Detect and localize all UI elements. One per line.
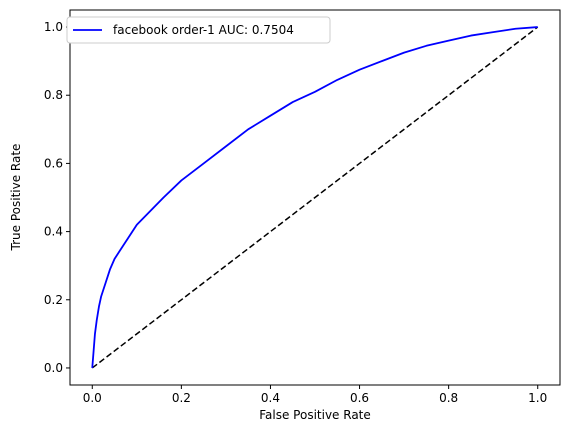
legend: facebook order-1 AUC: 0.7504	[67, 17, 330, 43]
y-tick-label: 0.6	[44, 156, 63, 170]
x-tick-label: 0.6	[350, 391, 369, 405]
x-tick-label: 0.0	[83, 391, 102, 405]
x-tick-label: 0.4	[261, 391, 280, 405]
y-tick-label: 0.0	[44, 361, 63, 375]
x-tick-label: 0.8	[439, 391, 458, 405]
y-axis: 0.0 0.2 0.4 0.6 0.8 1.0	[44, 20, 70, 375]
x-axis: 0.0 0.2 0.4 0.6 0.8 1.0	[83, 385, 548, 405]
x-tick-label: 0.2	[172, 391, 191, 405]
y-tick-label: 0.4	[44, 225, 63, 239]
y-axis-label: True Positive Rate	[9, 144, 23, 252]
x-tick-label: 1.0	[528, 391, 547, 405]
y-tick-label: 0.2	[44, 293, 63, 307]
x-axis-label: False Positive Rate	[259, 408, 371, 422]
legend-label: facebook order-1 AUC: 0.7504	[113, 23, 294, 37]
y-tick-label: 1.0	[44, 20, 63, 34]
y-tick-label: 0.8	[44, 88, 63, 102]
